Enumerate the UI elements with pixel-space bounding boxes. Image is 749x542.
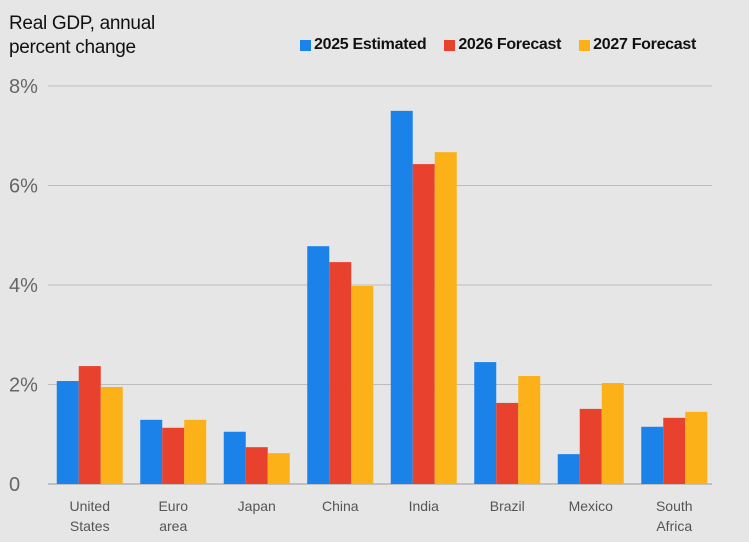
bar-2027-forecast (267, 453, 290, 484)
x-tick-label: China (322, 498, 359, 514)
legend-item-2026: 2026 Forecast (444, 36, 561, 54)
bar-2026-forecast (78, 366, 101, 484)
x-tick-label: Brazil (490, 498, 525, 514)
legend-label: 2027 Forecast (593, 36, 696, 53)
bar-2026-forecast (579, 408, 602, 484)
x-tick-label: India (409, 498, 440, 514)
bar-2025-estimated (56, 381, 79, 484)
bar-2025-estimated (641, 426, 664, 484)
legend-swatch (444, 39, 456, 51)
bar-2026-forecast (663, 417, 686, 484)
bar-2025-estimated (474, 362, 497, 484)
bar-2025-estimated (557, 454, 580, 484)
legend: 2025 Estimated 2026 Forecast 2027 Foreca… (300, 36, 696, 54)
bar-2026-forecast (412, 164, 435, 485)
bar-2025-estimated (307, 246, 330, 484)
legend-label: 2026 Forecast (458, 36, 562, 53)
bar-2025-estimated (223, 431, 246, 484)
legend-item-2027: 2027 Forecast (579, 36, 696, 54)
bar-2026-forecast (496, 402, 519, 484)
x-tick-label: Japan (238, 498, 276, 514)
bar-2026-forecast (329, 262, 352, 484)
x-tick-label: South (656, 498, 693, 514)
legend-swatch (300, 39, 311, 51)
bar-2025-estimated (140, 419, 163, 484)
x-tick-label: United (70, 498, 110, 514)
x-tick-label: Africa (656, 518, 692, 534)
bar-2026-forecast (245, 447, 268, 484)
bar-2027-forecast (434, 152, 457, 485)
x-tick-label: States (70, 518, 110, 534)
y-tick-label: 0 (9, 474, 20, 496)
y-tick-label: 6% (9, 176, 38, 198)
legend-label: 2025 Estimated (314, 36, 427, 53)
title-line-2: percent change (9, 37, 136, 58)
bar-2027-forecast (351, 285, 374, 484)
bar-2027-forecast (685, 411, 708, 484)
bar-2027-forecast (601, 383, 624, 484)
bar-2027-forecast (518, 376, 541, 484)
y-tick-label: 8% (9, 76, 38, 98)
bar-2027-forecast (100, 386, 123, 484)
legend-item-2025: 2025 Estimated (300, 36, 427, 54)
bar-2025-estimated (390, 110, 413, 484)
y-tick-label: 4% (9, 275, 38, 297)
title-line-1: Real GDP, annual (9, 13, 155, 34)
x-tick-label: Euro (158, 498, 188, 514)
x-tick-label: area (159, 518, 187, 534)
bar-2026-forecast (162, 427, 185, 484)
x-tick-label: Mexico (569, 498, 614, 514)
chart-title: Real GDP, annual percent change (9, 12, 155, 60)
y-tick-label: 2% (9, 375, 38, 397)
bar-2027-forecast (184, 419, 207, 484)
legend-swatch (579, 39, 591, 51)
